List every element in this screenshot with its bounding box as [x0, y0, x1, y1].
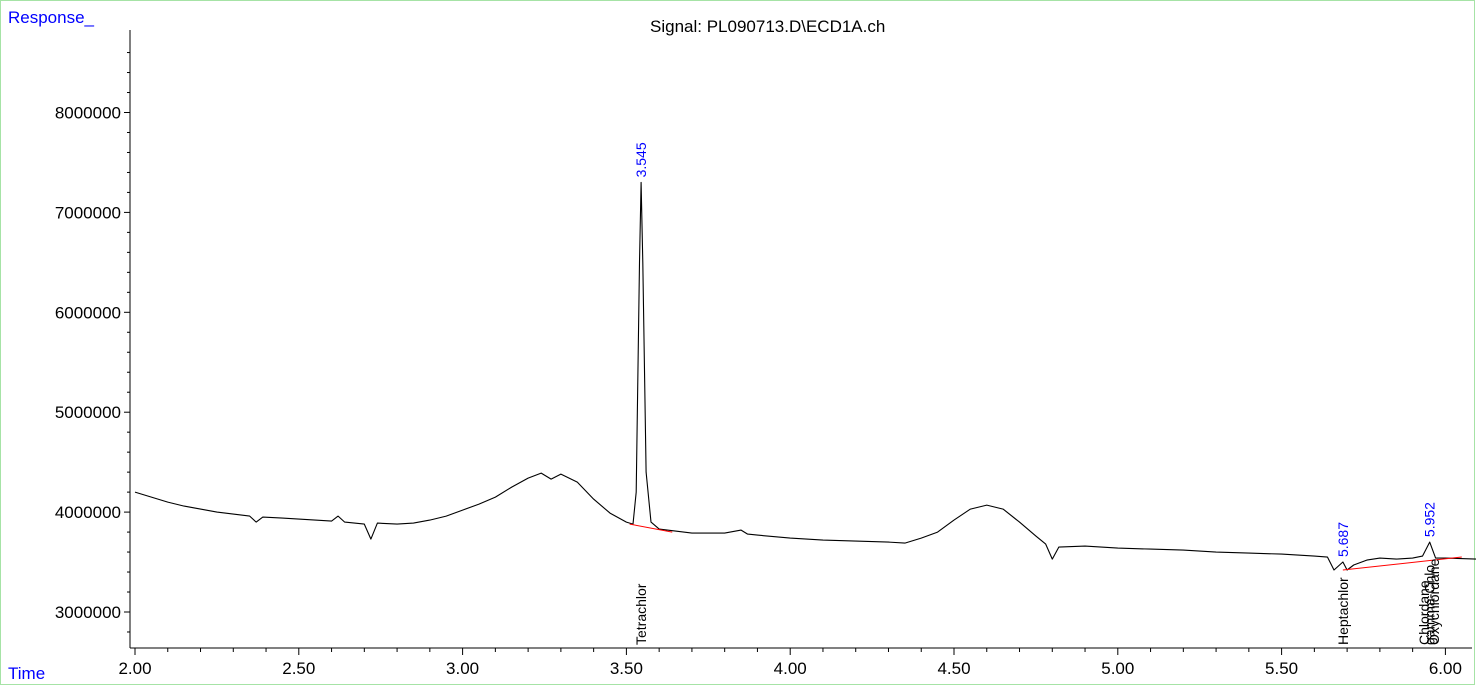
compound-label: Heptachlor [1335, 577, 1351, 645]
x-tick-label: 6.00 [1429, 659, 1462, 678]
peak-rt-label: 5.687 [1335, 522, 1351, 557]
x-tick-label: 2.00 [118, 659, 151, 678]
y-tick-label: 6000000 [55, 303, 121, 322]
y-tick-label: 3000000 [55, 603, 121, 622]
y-axis-label: Response_ [8, 8, 95, 27]
compound-label: Tetrachlor [633, 583, 649, 645]
compound-label: Oxychlordane [1426, 558, 1442, 645]
y-tick-label: 7000000 [55, 203, 121, 222]
y-tick-label: 4000000 [55, 503, 121, 522]
x-tick-label: 3.00 [446, 659, 479, 678]
x-tick-label: 5.00 [1101, 659, 1134, 678]
y-tick-label: 8000000 [55, 104, 121, 123]
peak-rt-label: 3.545 [633, 142, 649, 177]
x-tick-label: 4.00 [774, 659, 807, 678]
compound-label: gamma-Chlo [1422, 565, 1438, 645]
signal-trace [134, 181, 1476, 571]
y-tick-label: 5000000 [55, 403, 121, 422]
x-tick-label: 2.50 [282, 659, 315, 678]
integration-baseline [629, 523, 673, 533]
x-tick-label: 4.50 [937, 659, 970, 678]
x-axis-label: Time [8, 664, 46, 683]
chart-title: Signal: PL090713.D\ECD1A.ch [650, 17, 886, 36]
x-tick-label: 3.50 [610, 659, 643, 678]
x-tick-label: 5.50 [1265, 659, 1298, 678]
integration-baseline [1342, 556, 1462, 571]
peak-rt-label: 5.952 [1422, 502, 1438, 537]
compound-label: Chlordane [1416, 580, 1432, 645]
